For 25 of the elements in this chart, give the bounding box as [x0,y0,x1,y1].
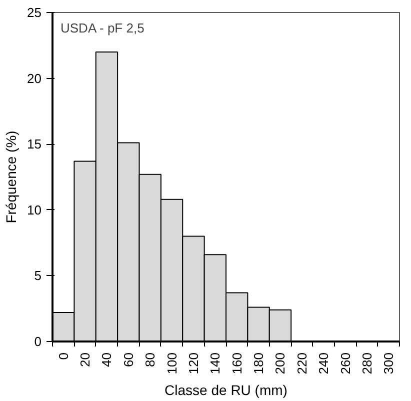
x-tick-label: 220 [294,352,310,374]
x-tick-label: 140 [208,352,223,374]
x-tick-label: 60 [120,352,136,367]
x-tick-label: 40 [99,352,114,367]
y-tick-label: 5 [34,268,42,284]
x-tick-label: 120 [186,352,201,374]
x-axis-title: Classe de RU (mm) [164,382,288,398]
y-tick-label: 10 [27,202,42,218]
y-tick-label: 25 [27,5,42,20]
y-tick-label: 0 [34,334,42,349]
x-tick-label: 0 [56,352,71,360]
annotation: USDA - pF 2,5 [60,20,144,36]
x-tick-label: 300 [381,352,396,374]
x-tick-label: 260 [338,352,353,374]
x-tick-label: 280 [359,352,374,374]
x-tick-label: 100 [164,352,180,374]
y-axis-title: Fréquence (%) [3,130,20,224]
x-tick-label: 80 [142,352,158,367]
y-tick-label: 15 [27,136,42,152]
x-tick-label: 180 [251,352,266,374]
x-tick-label: 20 [78,352,93,367]
y-tick-label: 20 [27,70,42,86]
x-tick-label: 200 [272,352,288,374]
x-tick-label: 240 [316,352,332,374]
x-tick-label: 160 [229,352,244,374]
